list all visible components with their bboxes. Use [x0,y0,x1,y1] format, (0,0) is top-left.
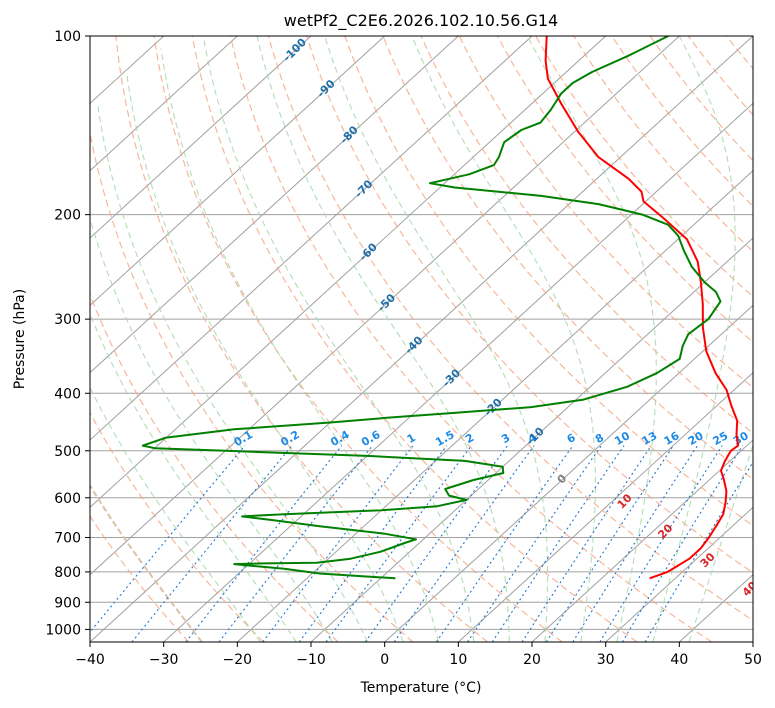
y-tick-label: 700 [54,531,81,547]
moist-adiabat [125,71,404,642]
y-tick-label: 900 [54,595,81,611]
mixing-ratio-line [218,445,373,642]
x-tick-label: 40 [670,652,688,668]
x-tick-label: −30 [149,652,179,668]
x-tick-label: 30 [597,652,615,668]
isotherm--50 [90,36,680,576]
x-tick-label: 20 [523,652,541,668]
dry-adiabat [420,36,753,434]
moist-adiabat [527,36,657,642]
temperature-line [544,36,740,580]
isotherm-20 [531,439,753,642]
mixing-ratio-line [467,445,602,642]
axes: −40 −30 −20 −10 0 10 20 30 40 50 100 200 300 400 500 60… [45,29,762,668]
isotherm--60 [90,36,607,509]
y-tick-label: 400 [54,386,81,402]
dry-adiabat [267,36,753,622]
isotherm-30 [605,506,753,642]
isotherm-0 [384,304,753,642]
isotherm--30 [163,102,753,642]
profiles [141,36,740,580]
moist-adiabat [90,216,333,642]
isotherm--80 [90,36,459,374]
isotherm--100 [90,36,312,239]
mixing-ratio-line [393,445,535,642]
mixing-ratio-line [491,445,625,642]
moist-adiabat [256,36,510,642]
y-tick-label: 1000 [45,622,81,638]
dry-adiabat [496,36,753,343]
x-tick-label: 10 [449,652,467,668]
moist-adiabat [324,36,549,642]
dry-adiabat [90,515,190,642]
dry-adiabat [115,36,488,642]
dry-adiabat [382,36,753,480]
isotherm--40 [90,36,753,642]
x-axis-label: Temperature (°C) [360,680,482,696]
mixing-ratio-line [435,445,574,642]
x-tick-label: 0 [380,652,389,668]
x-tick-label: −40 [75,652,105,668]
mixing-ratio-line [90,445,246,633]
dry-adiabat [90,411,264,642]
plot-frame [89,35,754,643]
isotherm--10 [310,237,753,642]
moist-adiabat [652,36,736,642]
y-tick-label: 200 [54,208,81,224]
moist-adiabat [96,103,369,642]
chart-title: wetPf2_C2E6.2026.102.10.56.G14 [284,11,558,31]
isotherm-10 [457,371,753,642]
dry-adiabat [458,36,753,389]
y-tick-label: 600 [54,491,81,507]
moist-adiabat [160,48,440,642]
moist-adiabat [411,36,596,642]
y-tick-label: 500 [54,444,81,460]
mixing-ratio-label: 36 [752,429,772,448]
isotherm--110 [90,36,238,172]
y-tick-label: 300 [54,312,81,328]
isotherm-50 [752,641,753,642]
mixing-ratio-line [131,445,293,642]
mixing-ratio-line [545,445,674,642]
mixing-ratio-line [364,445,509,642]
moist-adiabat [90,386,261,642]
y-tick-label: 100 [54,29,81,45]
x-tick-label: −20 [223,652,253,668]
isotherm--20 [236,169,753,642]
dry-adiabat [765,36,775,642]
y-axis-label: Pressure (hPa) [12,289,28,389]
x-tick-label: 50 [744,652,762,668]
isotherm--90 [90,36,386,307]
dry-adiabat [306,36,753,574]
reference-curve [90,483,203,642]
moist-adiabat [202,36,475,642]
mixing-ratio-line [521,445,652,642]
y-tick-label: 800 [54,565,81,581]
dry-adiabat [229,36,713,642]
mixing-ratio-line [644,461,753,642]
dewpoint-line [141,36,722,580]
mixing-ratio-line [185,445,343,642]
dry-adiabat [153,36,563,642]
dry-adiabat [90,292,339,642]
isotherm--70 [90,36,533,441]
x-tick-label: −10 [296,652,326,668]
moist-adiabat [688,443,753,642]
